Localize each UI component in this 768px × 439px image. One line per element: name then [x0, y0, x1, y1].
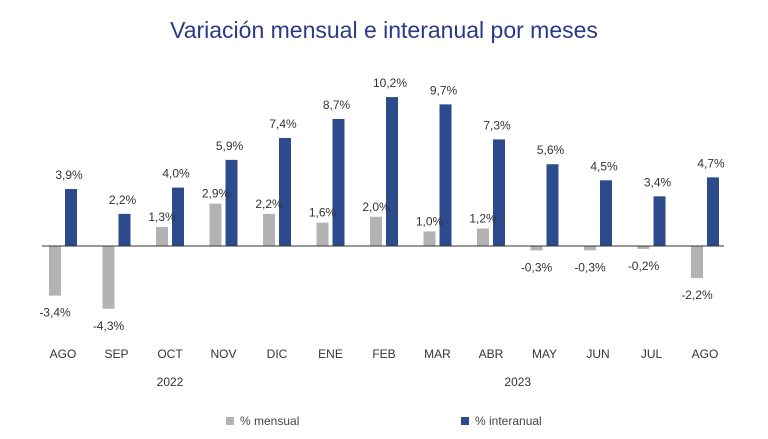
- label-mensual-1: -4,3%: [93, 319, 125, 333]
- bar-interanual-3: [225, 159, 238, 246]
- bar-interanual-12: [707, 177, 719, 246]
- category-label-4: DIC: [267, 347, 288, 361]
- label-mensual-0: -3,4%: [39, 306, 71, 320]
- bar-mensual-6: [370, 216, 382, 246]
- bar-mensual-7: [423, 231, 436, 246]
- legend-label-1: % interanual: [475, 414, 542, 428]
- chart-title: Variación mensual e interanual por meses: [170, 17, 598, 43]
- category-label-6: FEB: [372, 347, 395, 361]
- category-label-11: JUL: [641, 347, 663, 361]
- category-label-7: MAR: [424, 347, 451, 361]
- legend: % mensual % interanual: [226, 414, 542, 428]
- bar-mensual-3: [209, 203, 222, 246]
- bar-mensual-0: [49, 246, 61, 296]
- label-interanual-1: 2,2%: [109, 193, 137, 207]
- label-interanual-6: 10,2%: [373, 76, 407, 90]
- category-label-0: AGO: [50, 347, 77, 361]
- bar-mensual-5: [316, 222, 329, 246]
- bar-interanual-1: [118, 213, 131, 246]
- label-mensual-12: -2,2%: [681, 288, 713, 302]
- legend-swatch-0: [226, 417, 234, 425]
- bar-interanual-8: [493, 139, 505, 246]
- data-labels-group: -3,4% 3,9% -4,3% 2,2% 1,3% 4,0% 2,9% 5,9% 2,2% 7,…: [39, 76, 725, 333]
- category-label-10: JUN: [586, 347, 609, 361]
- label-mensual-6: 2,0%: [362, 200, 390, 214]
- category-label-1: SEP: [104, 347, 128, 361]
- bar-interanual-11: [653, 196, 666, 246]
- label-mensual-8: 1,2%: [469, 211, 497, 225]
- label-mensual-4: 2,2%: [255, 197, 283, 211]
- label-mensual-7: 1,0%: [416, 214, 444, 228]
- label-interanual-0: 3,9%: [55, 168, 83, 182]
- label-interanual-3: 5,9%: [216, 139, 244, 153]
- bar-interanual-5: [332, 118, 345, 246]
- year-labels-group: 2022 2023: [157, 375, 532, 389]
- bar-interanual-10: [600, 180, 612, 246]
- bar-mensual-8: [477, 228, 489, 246]
- label-mensual-5: 1,6%: [309, 206, 337, 220]
- bar-interanual-7: [439, 104, 452, 246]
- label-interanual-7: 9,7%: [430, 83, 458, 97]
- bar-mensual-11: [637, 246, 650, 249]
- bar-interanual-9: [546, 164, 559, 246]
- legend-label-0: % mensual: [240, 414, 299, 428]
- bar-mensual-4: [263, 213, 275, 246]
- year-label-0: 2022: [157, 375, 184, 389]
- bar-mensual-2: [156, 227, 168, 246]
- label-interanual-5: 8,7%: [323, 98, 351, 112]
- bar-mensual-10: [584, 246, 596, 251]
- label-interanual-4: 7,4%: [269, 117, 297, 131]
- label-interanual-11: 3,4%: [644, 175, 672, 189]
- label-mensual-11: -0,2%: [628, 259, 660, 273]
- category-label-8: ABR: [479, 347, 504, 361]
- label-interanual-9: 5,6%: [537, 143, 565, 157]
- bar-interanual-4: [279, 137, 291, 246]
- bar-interanual-2: [172, 187, 184, 246]
- label-interanual-12: 4,7%: [697, 156, 725, 170]
- category-label-12: AGO: [692, 347, 719, 361]
- bar-mensual-9: [530, 246, 543, 251]
- label-interanual-8: 7,3%: [483, 118, 511, 132]
- label-mensual-3: 2,9%: [202, 187, 230, 201]
- category-label-5: ENE: [318, 347, 343, 361]
- category-label-3: NOV: [210, 347, 236, 361]
- label-mensual-9: -0,3%: [521, 260, 553, 274]
- bar-mensual-12: [691, 246, 703, 279]
- legend-swatch-1: [461, 417, 469, 425]
- bar-mensual-1: [102, 246, 115, 309]
- bar-interanual-0: [65, 189, 77, 246]
- category-label-2: OCT: [157, 347, 183, 361]
- category-label-9: MAY: [532, 347, 557, 361]
- label-interanual-10: 4,5%: [590, 159, 618, 173]
- category-labels-group: AGO SEP OCT NOV DIC ENE FEB MAR ABR MAY JUN JUL AGO: [50, 347, 719, 361]
- label-mensual-10: -0,3%: [574, 260, 606, 274]
- bar-interanual-6: [386, 97, 398, 246]
- label-mensual-2: 1,3%: [148, 210, 176, 224]
- year-label-1: 2023: [504, 375, 531, 389]
- label-interanual-2: 4,0%: [162, 167, 190, 181]
- bars-group: [49, 97, 719, 309]
